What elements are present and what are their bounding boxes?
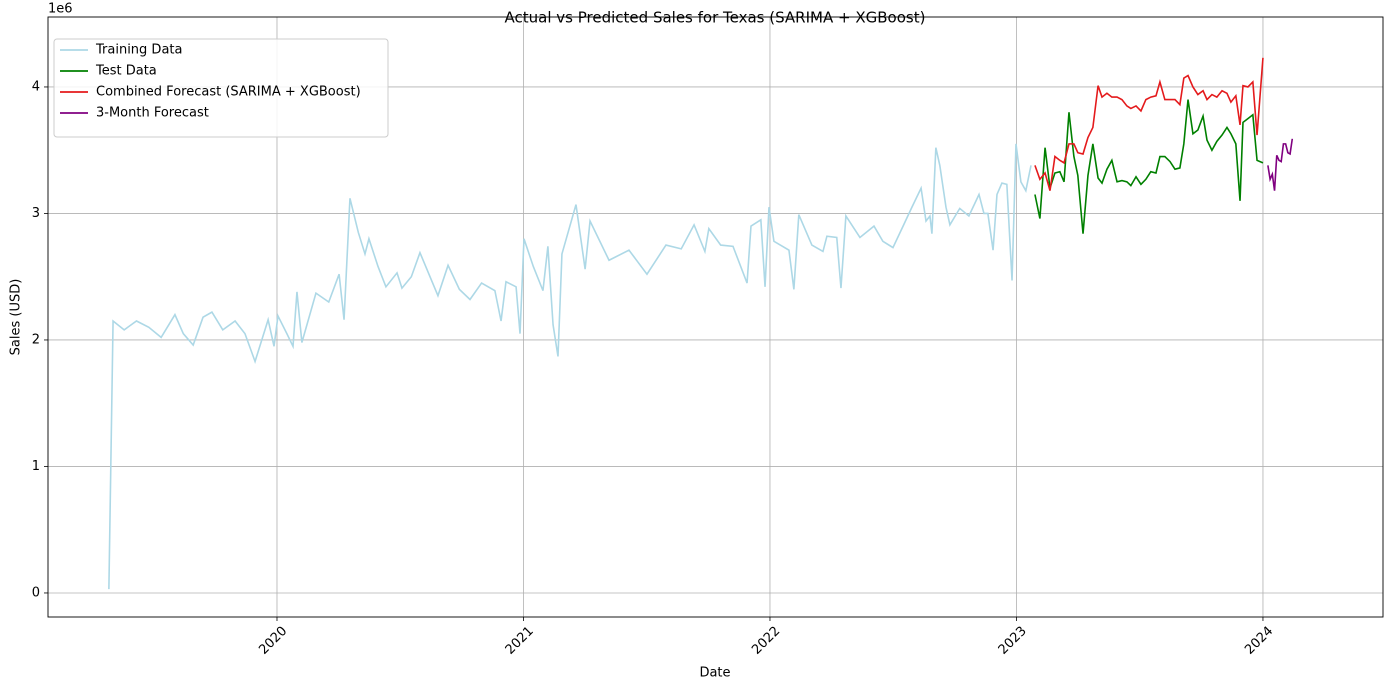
chart-title: Actual vs Predicted Sales for Texas (SAR…	[505, 9, 926, 27]
legend-box	[53, 38, 389, 138]
y-tick-label: 4	[32, 79, 40, 94]
y-tick-label: 2	[32, 332, 40, 347]
legend: Training Data Test Data Combined Forecast …	[53, 38, 389, 138]
legend-label: Test Data	[95, 64, 157, 79]
series-line	[1267, 138, 1294, 191]
x-axis-label: Date	[699, 666, 730, 681]
series-line	[108, 143, 1032, 590]
y-tick-label: 1	[32, 459, 40, 474]
legend-label: 3-Month Forecast	[96, 106, 209, 121]
series-line	[1034, 57, 1264, 191]
legend-label: Training Data	[95, 43, 182, 58]
y-offset-label: 1e6	[48, 2, 73, 17]
y-tick-label: 0	[32, 585, 40, 600]
y-axis-label: Sales (USD)	[9, 279, 24, 356]
series-line	[1034, 99, 1264, 234]
legend-label: Combined Forecast (SARIMA + XGBoost)	[96, 85, 361, 100]
y-tick-label: 3	[32, 206, 40, 221]
plot-frame	[47, 16, 1384, 618]
